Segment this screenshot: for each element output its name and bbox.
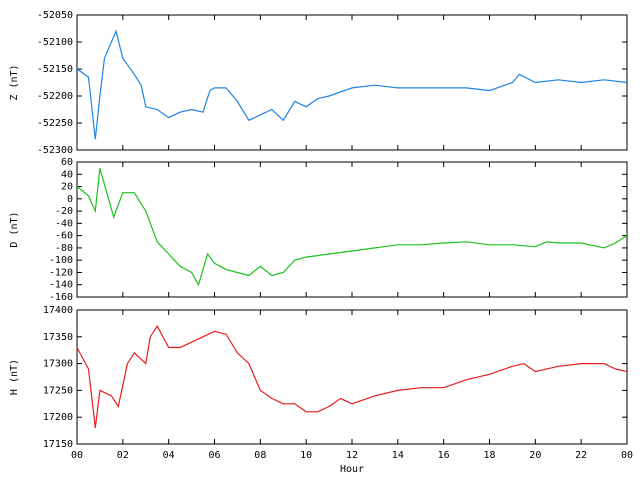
y-tick-label: -60: [55, 231, 73, 242]
y-tick-label: -160: [49, 292, 73, 303]
x-tick-label: 10: [300, 450, 312, 461]
data-line: [76, 167, 628, 287]
y-tick-label: 17200: [43, 412, 73, 423]
y-tick-label: -52300: [37, 145, 73, 156]
y-tick-label: -140: [49, 280, 73, 291]
y-tick-label: 17250: [43, 385, 73, 396]
x-tick-label: 02: [117, 450, 129, 461]
y-tick-label: -120: [49, 267, 73, 278]
y-tick-label: 0: [67, 194, 73, 205]
x-tick-label: 14: [392, 450, 404, 461]
y-tick-label: -52050: [37, 10, 73, 21]
x-tick-label: 20: [529, 450, 541, 461]
y-axis-label: D (nT): [9, 211, 20, 247]
x-tick-label: 18: [483, 450, 495, 461]
x-axis-label: Hour: [340, 464, 364, 475]
x-tick-label: 00: [621, 450, 633, 461]
y-tick-label: 17300: [43, 359, 73, 370]
x-tick-label: 22: [575, 450, 587, 461]
y-tick-label: -52250: [37, 118, 73, 129]
x-tick-label: 06: [208, 450, 220, 461]
x-tick-label: 08: [254, 450, 266, 461]
plot-frame: [76, 161, 628, 298]
y-axis-label: H (nT): [9, 359, 20, 395]
y-tick-label: 17150: [43, 439, 73, 450]
y-tick-label: 60: [61, 157, 73, 168]
plot-frame: [76, 14, 628, 151]
y-tick-label: 17400: [43, 305, 73, 316]
y-tick-label: -20: [55, 206, 73, 217]
x-tick-label: 16: [438, 450, 450, 461]
y-axis-label: Z (nT): [9, 64, 20, 100]
y-tick-label: -52150: [37, 64, 73, 75]
x-tick-label: 04: [163, 450, 175, 461]
y-tick-label: -52200: [37, 91, 73, 102]
y-tick-label: 20: [61, 182, 73, 193]
y-tick-label: -80: [55, 243, 73, 254]
y-tick-label: 40: [61, 169, 73, 180]
x-tick-label: 12: [346, 450, 358, 461]
y-tick-label: -52100: [37, 37, 73, 48]
x-tick-label: 00: [71, 450, 83, 461]
y-tick-label: -100: [49, 255, 73, 266]
data-line: [76, 324, 628, 428]
data-line: [76, 29, 628, 140]
y-tick-label: -40: [55, 218, 73, 229]
y-tick-label: 17350: [43, 332, 73, 343]
